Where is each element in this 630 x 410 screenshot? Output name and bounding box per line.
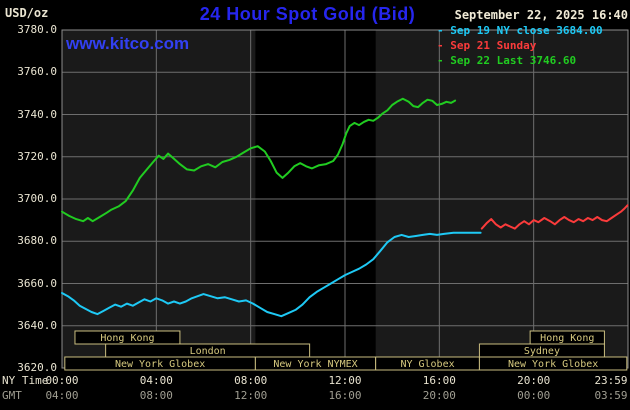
gmt-axis-label: GMT [2, 389, 22, 402]
session-label: New York Globex [115, 359, 205, 370]
y-tick-label: 3620.0 [17, 361, 57, 374]
y-tick-label: 3660.0 [17, 276, 57, 290]
session-label: Hong Kong [100, 333, 154, 344]
x-tick-label: 20:00 [517, 374, 551, 387]
legend-item: - Sep 21 Sunday [437, 39, 537, 52]
session-box [478, 356, 628, 371]
x-tick-label: 04:00 [45, 389, 79, 402]
session-label: Sydney [524, 346, 560, 357]
x-tick-label: 16:00 [328, 389, 362, 402]
y-tick-label: 3740.0 [17, 107, 57, 121]
x-tick-label: 00:00 [45, 374, 79, 387]
x-tick-label: 20:00 [422, 389, 456, 402]
x-tick-label: 03:59 [594, 389, 628, 402]
price-line-0 [61, 231, 482, 318]
kitco-watermark-link[interactable]: www.kitco.com [66, 34, 190, 53]
y-tick-label: 3700.0 [17, 192, 57, 205]
legend-item: - Sep 22 Last 3746.60 [437, 54, 577, 67]
x-tick-label: 08:00 [139, 389, 173, 402]
x-tick-label: 00:00 [517, 389, 551, 402]
ny-time-axis-label: NY Time [2, 374, 49, 387]
session-label: London [190, 346, 226, 357]
legend: - Sep 19 NY close 3684.00 - Sep 21 Sunday… [437, 23, 603, 68]
datetime-label: September 22, 2025 16:40 [454, 8, 628, 22]
y-tick-label: 3780.0 [17, 23, 57, 36]
x-tick-label: 23:59 [594, 374, 628, 387]
y-tick-label: 3720.0 [17, 149, 57, 163]
x-tick-label: 16:00 [422, 374, 456, 387]
x-tick-label: 12:00 [234, 389, 268, 402]
y-axis-units-label: USD/oz [5, 6, 49, 20]
x-tick-label: 12:00 [328, 374, 362, 387]
x-tick-label: 04:00 [139, 374, 173, 387]
price-line-2 [61, 97, 457, 223]
session-label: New York NYMEX [273, 359, 357, 370]
legend-item: - Sep 19 NY close 3684.00 [437, 24, 603, 37]
chart-title: 24 Hour Spot Gold (Bid) [199, 4, 416, 24]
y-tick-label: 3760.0 [17, 65, 57, 79]
session-label: New York Globex [508, 359, 598, 370]
session-label: Hong Kong [540, 333, 594, 344]
y-tick-label: 3640.0 [17, 318, 57, 332]
price-line-1 [480, 204, 629, 230]
session-label: NY Globex [400, 359, 454, 370]
x-tick-label: 08:00 [234, 374, 268, 387]
y-tick-label: 3680.0 [17, 234, 57, 248]
